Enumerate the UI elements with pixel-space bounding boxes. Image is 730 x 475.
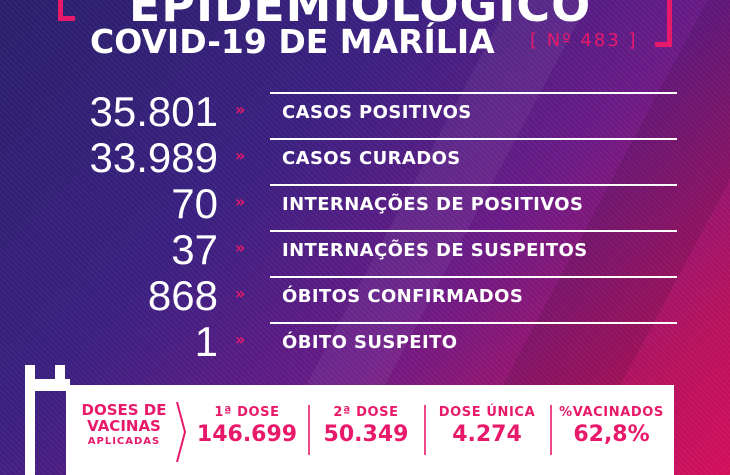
stat-value: 1 bbox=[194, 318, 218, 365]
column-divider bbox=[550, 405, 552, 455]
stat-label: CASOS POSITIVOS bbox=[282, 102, 472, 123]
vaccine-col-value: 4.274 bbox=[452, 422, 522, 447]
stat-label: INTERNAÇÕES DE POSITIVOS bbox=[282, 194, 584, 215]
row-divider bbox=[270, 230, 677, 232]
stat-row-hospitalized-positive: 70 » INTERNAÇÕES DE POSITIVOS bbox=[0, 180, 730, 228]
vaccine-col-label: 2ª DOSE bbox=[333, 405, 399, 420]
double-chevron-icon: » bbox=[235, 100, 245, 119]
stat-value: 37 bbox=[171, 226, 218, 273]
double-chevron-icon: » bbox=[235, 330, 245, 349]
row-divider bbox=[270, 276, 677, 278]
vaccine-col-label: 1ª DOSE bbox=[214, 405, 280, 420]
column-divider bbox=[424, 405, 426, 455]
subtitle: COVID-19 DE MARÍLIA bbox=[90, 22, 495, 61]
decorative-bracket-top bbox=[25, 365, 65, 379]
vaccination-title-line1: DOSES DE bbox=[81, 401, 167, 419]
double-chevron-icon: » bbox=[235, 192, 245, 211]
vaccination-title-line3: APLICADAS bbox=[87, 436, 161, 447]
chevron-right-icon bbox=[176, 402, 186, 462]
column-divider bbox=[308, 405, 310, 455]
decorative-bracket-stem bbox=[25, 379, 35, 475]
headline: EPIDEMIOLÓGICO bbox=[128, 0, 592, 32]
header-bracket-left bbox=[58, 0, 75, 21]
stat-row-recovered-cases: 33.989 » CASOS CURADOS bbox=[0, 134, 730, 182]
vaccine-col-first-dose: 1ª DOSE 146.699 bbox=[192, 405, 302, 447]
vaccine-col-second-dose: 2ª DOSE 50.349 bbox=[312, 405, 420, 447]
vaccine-col-value: 50.349 bbox=[323, 422, 409, 447]
stat-value: 35.801 bbox=[89, 88, 218, 135]
stat-row-suspected-death: 1 » ÓBITO SUSPEITO bbox=[0, 318, 730, 366]
row-divider bbox=[270, 322, 677, 324]
stat-row-confirmed-deaths: 868 » ÓBITOS CONFIRMADOS bbox=[0, 272, 730, 320]
vaccination-panel bbox=[66, 385, 674, 475]
stat-label: INTERNAÇÕES DE SUSPEITOS bbox=[282, 240, 588, 261]
vaccine-col-value: 62,8% bbox=[573, 422, 650, 447]
vaccination-title: DOSES DE VACINAS APLICADAS bbox=[78, 402, 170, 450]
row-divider bbox=[270, 184, 677, 186]
bulletin-number: [ Nº 483 ] bbox=[530, 30, 638, 51]
stat-label: CASOS CURADOS bbox=[282, 148, 461, 169]
vaccination-title-line2: VACINAS bbox=[87, 417, 161, 435]
stat-row-positive-cases: 35.801 » CASOS POSITIVOS bbox=[0, 88, 730, 136]
vaccine-col-label: DOSE ÚNICA bbox=[438, 405, 536, 420]
double-chevron-icon: » bbox=[235, 284, 245, 303]
stat-value: 33.989 bbox=[89, 134, 218, 181]
header-bracket-right bbox=[655, 0, 672, 47]
double-chevron-icon: » bbox=[235, 146, 245, 165]
double-chevron-icon: » bbox=[235, 238, 245, 257]
vaccine-col-single-dose: DOSE ÚNICA 4.274 bbox=[428, 405, 546, 447]
vaccine-col-label: %VACINADOS bbox=[559, 405, 664, 420]
stat-value: 868 bbox=[147, 272, 218, 319]
stat-label: ÓBITOS CONFIRMADOS bbox=[282, 286, 524, 307]
row-divider bbox=[270, 92, 677, 94]
stat-label: ÓBITO SUSPEITO bbox=[282, 332, 458, 353]
vaccine-col-value: 146.699 bbox=[196, 422, 298, 447]
vaccine-col-vaccinated-percent: %VACINADOS 62,8% bbox=[554, 405, 669, 447]
stat-row-hospitalized-suspected: 37 » INTERNAÇÕES DE SUSPEITOS bbox=[0, 226, 730, 274]
stat-value: 70 bbox=[171, 180, 218, 227]
row-divider bbox=[270, 138, 677, 140]
decorative-bracket-bar bbox=[25, 379, 70, 391]
